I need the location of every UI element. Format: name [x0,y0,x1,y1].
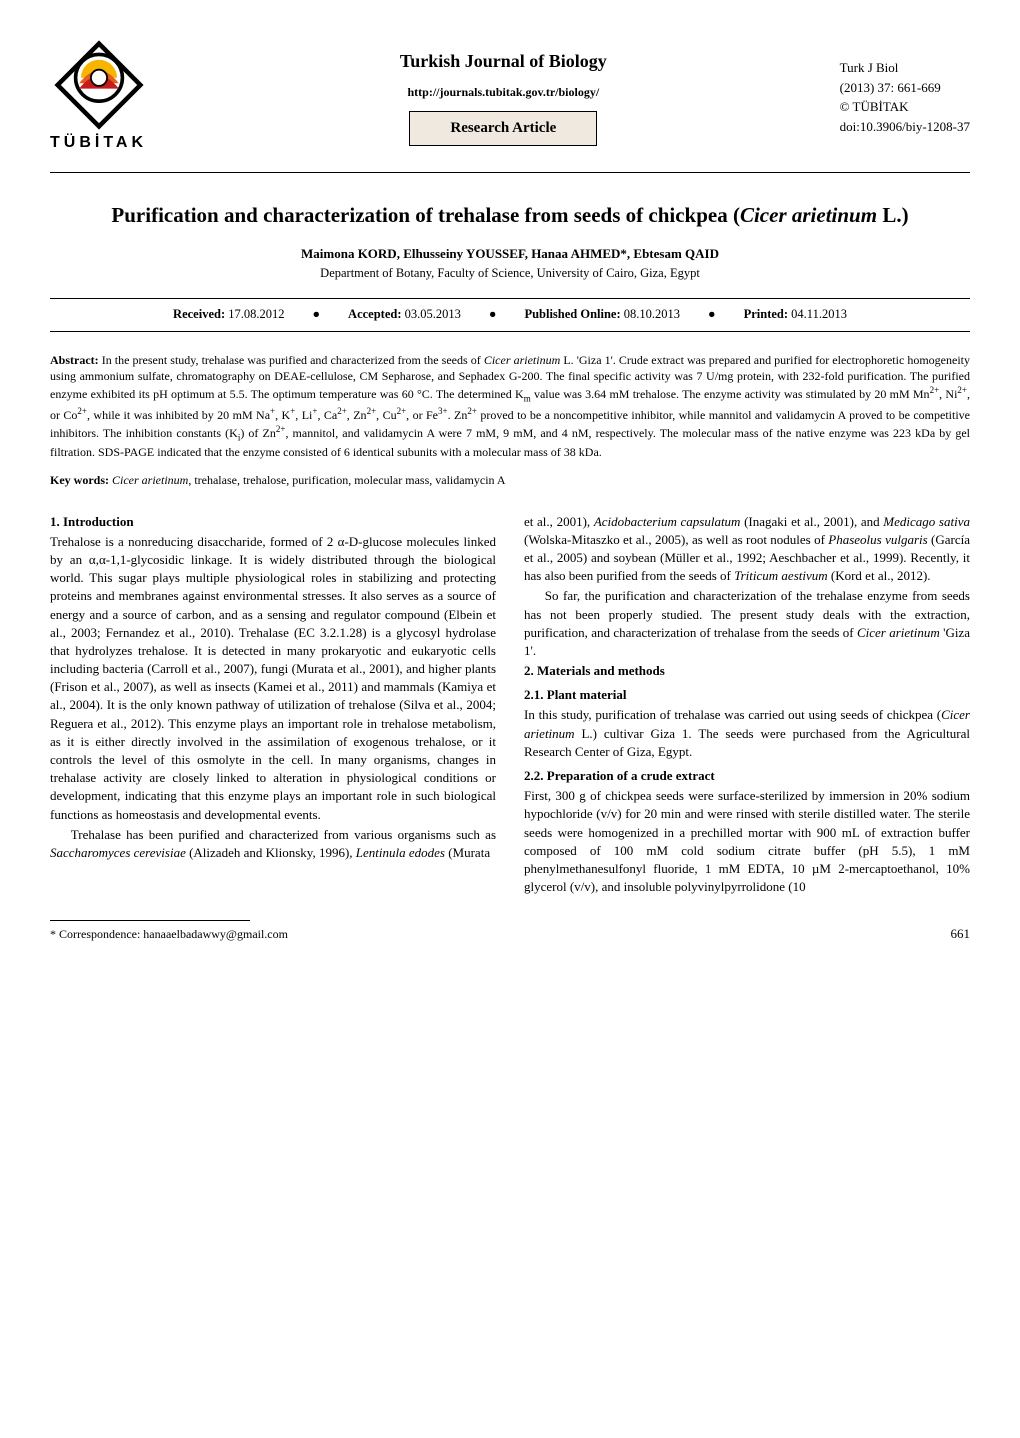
affiliation: Department of Botany, Faculty of Science… [50,265,970,283]
article-type-box: Research Article [409,111,597,146]
correspondence: * Correspondence: hanaaelbadawwy@gmail.c… [50,926,288,943]
tubitak-logo-icon [54,40,144,130]
date-accepted: Accepted: 03.05.2013 [348,306,461,324]
bullet-icon: ● [708,306,716,324]
date-published-online: Published Online: 08.10.2013 [524,306,680,324]
section-1-p4: So far, the purification and characteriz… [524,587,970,660]
journal-abbrev: Turk J Biol [840,58,970,78]
date-received: Received: 17.08.2012 [173,306,284,324]
keywords: Key words: Cicer arietinum, trehalase, t… [50,472,970,489]
section-1-p2: Trehalase has been purified and characte… [50,826,496,862]
bullet-icon: ● [489,306,497,324]
journal-publisher: © TÜBİTAK [840,97,970,117]
section-1-p1: Trehalose is a nonreducing disaccharide,… [50,533,496,824]
article-title: Purification and characterization of tre… [50,201,970,230]
section-1-p3: et al., 2001), Acidobacterium capsulatum… [524,513,970,586]
section-2-2-heading: 2.2. Preparation of a crude extract [524,767,970,785]
right-column: et al., 2001), Acidobacterium capsulatum… [524,513,970,899]
abstract: Abstract: In the present study, trehalas… [50,352,970,460]
bullet-icon: ● [312,306,320,324]
left-column: 1. Introduction Trehalose is a nonreduci… [50,513,496,899]
section-1-heading: 1. Introduction [50,513,496,531]
abstract-label: Abstract: [50,353,99,367]
page-number: 661 [951,925,971,943]
body-columns: 1. Introduction Trehalose is a nonreduci… [50,513,970,899]
section-2-1-p: In this study, purification of trehalase… [524,706,970,761]
journal-title: Turkish Journal of Biology [400,49,607,74]
header-center: Turkish Journal of Biology http://journa… [167,49,840,146]
footer: * Correspondence: hanaaelbadawwy@gmail.c… [50,925,970,943]
journal-doi: doi:10.3906/biy-1208-37 [840,117,970,137]
footer-rule [50,920,250,921]
authors: Maimona KORD, Elhusseiny YOUSSEF, Hanaa … [50,245,970,263]
page-header: TÜBİTAK Turkish Journal of Biology http:… [50,40,970,154]
section-2-1-heading: 2.1. Plant material [524,686,970,704]
journal-issue: (2013) 37: 661-669 [840,78,970,98]
header-meta: Turk J Biol (2013) 37: 661-669 © TÜBİTAK… [840,58,970,136]
section-2-heading: 2. Materials and methods [524,662,970,680]
section-2-2-p: First, 300 g of chickpea seeds were surf… [524,787,970,896]
journal-url: http://journals.tubitak.gov.tr/biology/ [407,84,599,101]
dates-row: Received: 17.08.2012 ● Accepted: 03.05.2… [50,298,970,332]
logo-block: TÜBİTAK [50,40,147,154]
keywords-label: Key words: [50,473,109,487]
date-printed: Printed: 04.11.2013 [744,306,847,324]
logo-text: TÜBİTAK [50,132,147,154]
header-rule [50,172,970,173]
